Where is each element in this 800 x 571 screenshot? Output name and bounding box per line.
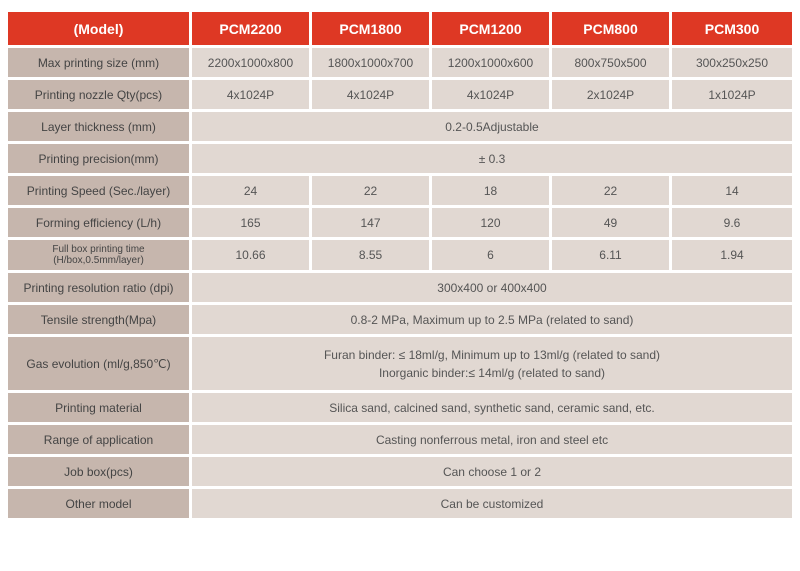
val-jobbox: Can choose 1 or 2 xyxy=(192,457,792,489)
val-fullbox-3: 6 xyxy=(432,240,552,273)
val-fullbox-5: 1.94 xyxy=(672,240,792,273)
val-application: Casting nonferrous metal, iron and steel… xyxy=(192,425,792,457)
val-nozzle-5: 1x1024P xyxy=(672,80,792,112)
row-speed: Printing Speed (Sec./layer) 24 22 18 22 … xyxy=(8,176,792,208)
val-efficiency-1: 165 xyxy=(192,208,312,240)
row-efficiency: Forming efficiency (L/h) 165 147 120 49 … xyxy=(8,208,792,240)
val-max-size-1: 2200x1000x800 xyxy=(192,48,312,80)
row-nozzle: Printing nozzle Qty(pcs) 4x1024P 4x1024P… xyxy=(8,80,792,112)
row-precision: Printing precision(mm) ± 0.3 xyxy=(8,144,792,176)
val-other: Can be customized xyxy=(192,489,792,521)
val-nozzle-4: 2x1024P xyxy=(552,80,672,112)
label-nozzle: Printing nozzle Qty(pcs) xyxy=(8,80,192,112)
label-gas: Gas evolution (ml/g,850℃) xyxy=(8,337,192,393)
row-resolution: Printing resolution ratio (dpi) 300x400 … xyxy=(8,273,792,305)
val-efficiency-2: 147 xyxy=(312,208,432,240)
val-precision: ± 0.3 xyxy=(192,144,792,176)
header-model: (Model) xyxy=(8,12,192,48)
header-col-4: PCM800 xyxy=(552,12,672,48)
label-speed: Printing Speed (Sec./layer) xyxy=(8,176,192,208)
header-col-1: PCM2200 xyxy=(192,12,312,48)
label-precision: Printing precision(mm) xyxy=(8,144,192,176)
val-max-size-5: 300x250x250 xyxy=(672,48,792,80)
label-other: Other model xyxy=(8,489,192,521)
label-application: Range of application xyxy=(8,425,192,457)
val-max-size-4: 800x750x500 xyxy=(552,48,672,80)
val-tensile: 0.8-2 MPa, Maximum up to 2.5 MPa (relate… xyxy=(192,305,792,337)
row-application: Range of application Casting nonferrous … xyxy=(8,425,792,457)
val-gas-line1: Furan binder: ≤ 18ml/g, Minimum up to 13… xyxy=(324,346,660,364)
header-col-3: PCM1200 xyxy=(432,12,552,48)
header-col-2: PCM1800 xyxy=(312,12,432,48)
spec-table: (Model) PCM2200 PCM1800 PCM1200 PCM800 P… xyxy=(8,12,792,521)
val-speed-3: 18 xyxy=(432,176,552,208)
row-layer: Layer thickness (mm) 0.2-0.5Adjustable xyxy=(8,112,792,144)
label-fullbox: Full box printing time (H/box,0.5mm/laye… xyxy=(8,240,192,273)
label-max-size: Max printing size (mm) xyxy=(8,48,192,80)
label-efficiency: Forming efficiency (L/h) xyxy=(8,208,192,240)
val-material: Silica sand, calcined sand, synthetic sa… xyxy=(192,393,792,425)
val-efficiency-4: 49 xyxy=(552,208,672,240)
row-tensile: Tensile strength(Mpa) 0.8-2 MPa, Maximum… xyxy=(8,305,792,337)
val-fullbox-4: 6.11 xyxy=(552,240,672,273)
val-speed-2: 22 xyxy=(312,176,432,208)
val-resolution: 300x400 or 400x400 xyxy=(192,273,792,305)
row-material: Printing material Silica sand, calcined … xyxy=(8,393,792,425)
table-header-row: (Model) PCM2200 PCM1800 PCM1200 PCM800 P… xyxy=(8,12,792,48)
label-resolution: Printing resolution ratio (dpi) xyxy=(8,273,192,305)
row-other: Other model Can be customized xyxy=(8,489,792,521)
row-max-size: Max printing size (mm) 2200x1000x800 180… xyxy=(8,48,792,80)
val-max-size-3: 1200x1000x600 xyxy=(432,48,552,80)
val-efficiency-3: 120 xyxy=(432,208,552,240)
val-max-size-2: 1800x1000x700 xyxy=(312,48,432,80)
val-gas: Furan binder: ≤ 18ml/g, Minimum up to 13… xyxy=(192,337,792,393)
val-speed-5: 14 xyxy=(672,176,792,208)
val-layer: 0.2-0.5Adjustable xyxy=(192,112,792,144)
val-nozzle-3: 4x1024P xyxy=(432,80,552,112)
row-jobbox: Job box(pcs) Can choose 1 or 2 xyxy=(8,457,792,489)
row-gas: Gas evolution (ml/g,850℃) Furan binder: … xyxy=(8,337,792,393)
label-tensile: Tensile strength(Mpa) xyxy=(8,305,192,337)
label-layer: Layer thickness (mm) xyxy=(8,112,192,144)
val-nozzle-2: 4x1024P xyxy=(312,80,432,112)
val-nozzle-1: 4x1024P xyxy=(192,80,312,112)
val-fullbox-2: 8.55 xyxy=(312,240,432,273)
val-fullbox-1: 10.66 xyxy=(192,240,312,273)
val-gas-line2: Inorganic binder:≤ 14ml/g (related to sa… xyxy=(324,364,660,382)
header-col-5: PCM300 xyxy=(672,12,792,48)
label-jobbox: Job box(pcs) xyxy=(8,457,192,489)
val-efficiency-5: 9.6 xyxy=(672,208,792,240)
label-material: Printing material xyxy=(8,393,192,425)
row-fullbox: Full box printing time (H/box,0.5mm/laye… xyxy=(8,240,792,273)
val-speed-4: 22 xyxy=(552,176,672,208)
val-speed-1: 24 xyxy=(192,176,312,208)
